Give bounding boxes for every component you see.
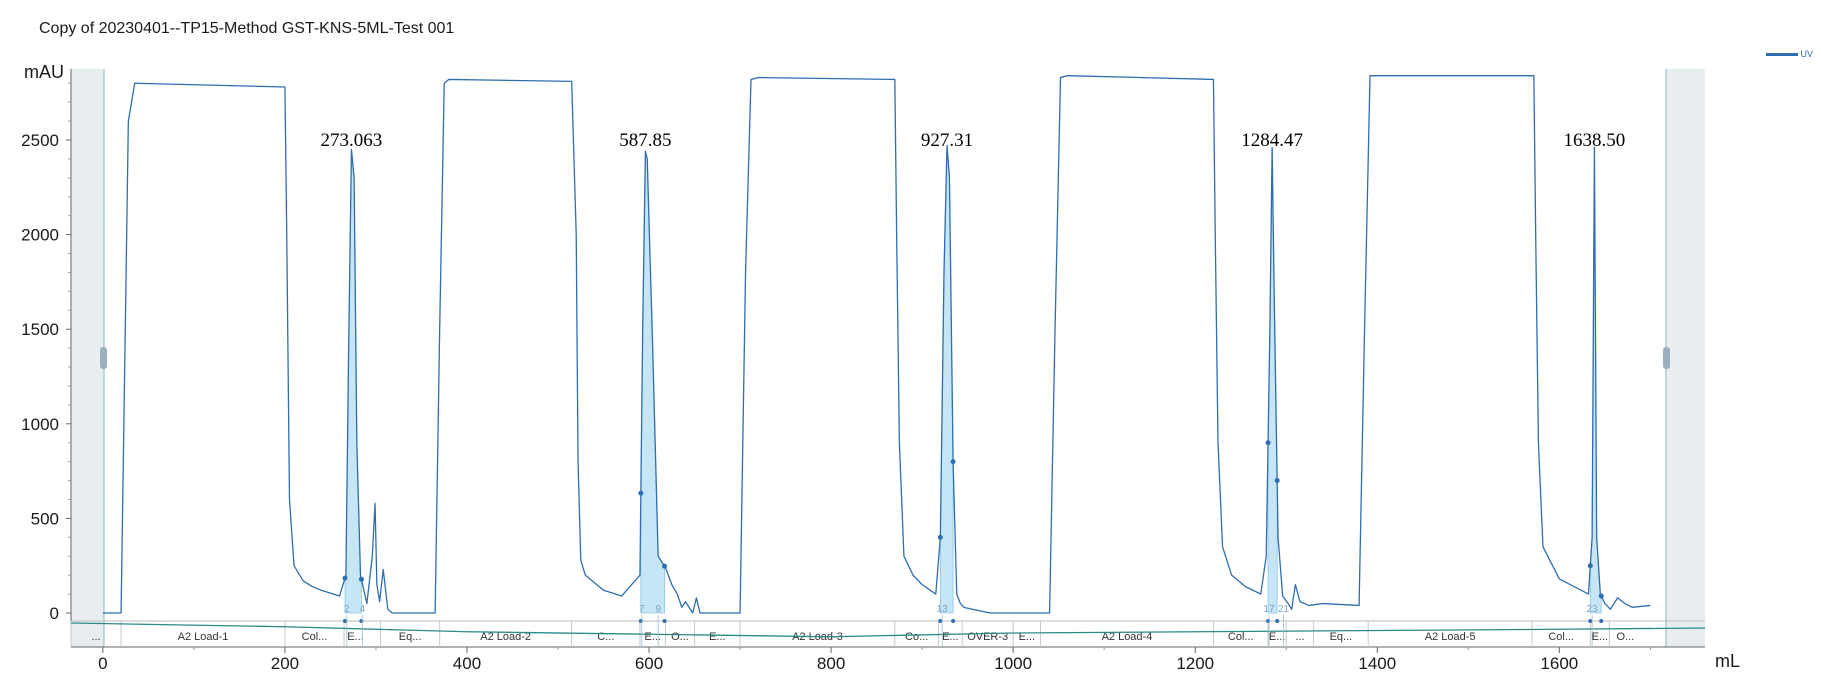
x-tick-label-1400: 1400 xyxy=(1358,654,1396,673)
method-band-label: E... xyxy=(347,631,364,643)
method-band-label: O... xyxy=(1616,631,1634,643)
fraction-marker xyxy=(638,619,643,623)
x-axis-unit: mL xyxy=(1715,651,1740,671)
right-range-handle[interactable] xyxy=(1663,347,1670,369)
method-band-label: Col... xyxy=(1548,631,1574,643)
left-range-panel xyxy=(71,69,104,647)
fraction-marker xyxy=(1266,619,1271,623)
method-band-label: E... xyxy=(942,631,959,643)
method-band-label: A2 Load-5 xyxy=(1425,631,1476,643)
peak-label-1: 273.063 xyxy=(321,130,383,151)
fraction-marker xyxy=(359,619,364,623)
y-tick-label-500: 500 xyxy=(31,509,59,528)
method-band-label: Eq... xyxy=(399,631,422,643)
fraction-number: 7 xyxy=(639,604,645,615)
y-tick-label-2500: 2500 xyxy=(21,131,59,150)
series-line-baseline xyxy=(70,622,1706,638)
method-band-label: Co... xyxy=(905,631,928,643)
fraction-marker xyxy=(662,619,667,623)
fraction-marker xyxy=(1599,619,1604,623)
fraction-number: 2 xyxy=(344,604,350,615)
x-tick-label-1600: 1600 xyxy=(1540,654,1578,673)
peak-label-2: 587.85 xyxy=(619,130,671,151)
series-line-uv xyxy=(102,75,1651,614)
peak-label-3: 927.31 xyxy=(921,130,973,151)
y-tick-label-0: 0 xyxy=(50,604,59,623)
x-tick-label-600: 600 xyxy=(635,654,663,673)
right-range-panel xyxy=(1666,69,1705,647)
method-band-label: Eq... xyxy=(1330,631,1353,643)
method-band-label: O... xyxy=(671,631,689,643)
method-band-label: E... xyxy=(709,631,726,643)
x-tick-label-200: 200 xyxy=(271,654,299,673)
y-tick-label-1000: 1000 xyxy=(21,415,59,434)
peak-label-5: 1638.50 xyxy=(1564,130,1626,151)
fraction-number: 9 xyxy=(655,604,661,615)
method-band-label: Col... xyxy=(302,631,328,643)
fraction-marker xyxy=(1275,619,1280,623)
method-band-label: E... xyxy=(1269,631,1286,643)
fraction-marker xyxy=(1588,619,1593,623)
method-band-label: ... xyxy=(91,631,100,643)
x-tick-label-0: 0 xyxy=(98,654,107,673)
peak-label-4: 1284.47 xyxy=(1241,130,1303,151)
left-range-handle[interactable] xyxy=(100,347,107,369)
chart-title: Copy of 20230401--TP15-Method GST-KNS-5M… xyxy=(39,20,455,37)
peak-area-1 xyxy=(344,149,362,614)
x-tick-label-800: 800 xyxy=(817,654,845,673)
y-tick-label-1500: 1500 xyxy=(21,320,59,339)
legend[interactable]: UV xyxy=(1766,49,1813,59)
x-tick-label-1000: 1000 xyxy=(994,654,1032,673)
method-band-label: A2 Load-4 xyxy=(1102,631,1153,643)
fraction-number: 13 xyxy=(937,604,949,615)
x-tick-label-400: 400 xyxy=(453,654,481,673)
y-axis-unit: mAU xyxy=(24,62,64,82)
y-tick-label-2000: 2000 xyxy=(21,226,59,245)
method-band-label: ... xyxy=(1295,631,1304,643)
method-band-label: E... xyxy=(1592,631,1609,643)
method-band-label: A2 Load-1 xyxy=(178,631,229,643)
fraction-marker xyxy=(951,619,956,623)
fraction-number: 4 xyxy=(360,604,366,615)
fraction-marker xyxy=(938,619,943,623)
fraction-marker xyxy=(343,619,348,623)
method-band-label: E... xyxy=(1019,631,1036,643)
fraction-number: 21 xyxy=(1278,604,1290,615)
x-tick-label-1200: 1200 xyxy=(1176,654,1214,673)
method-band-label: Col... xyxy=(1228,631,1254,643)
legend-swatch-uv xyxy=(1766,52,1799,56)
method-band-label: A2 Load-2 xyxy=(480,631,531,643)
legend-label-uv: UV xyxy=(1800,49,1813,59)
fraction-number: 23 xyxy=(1587,604,1599,615)
method-band-label: C... xyxy=(597,631,614,643)
fraction-number: 17 xyxy=(1263,604,1275,615)
